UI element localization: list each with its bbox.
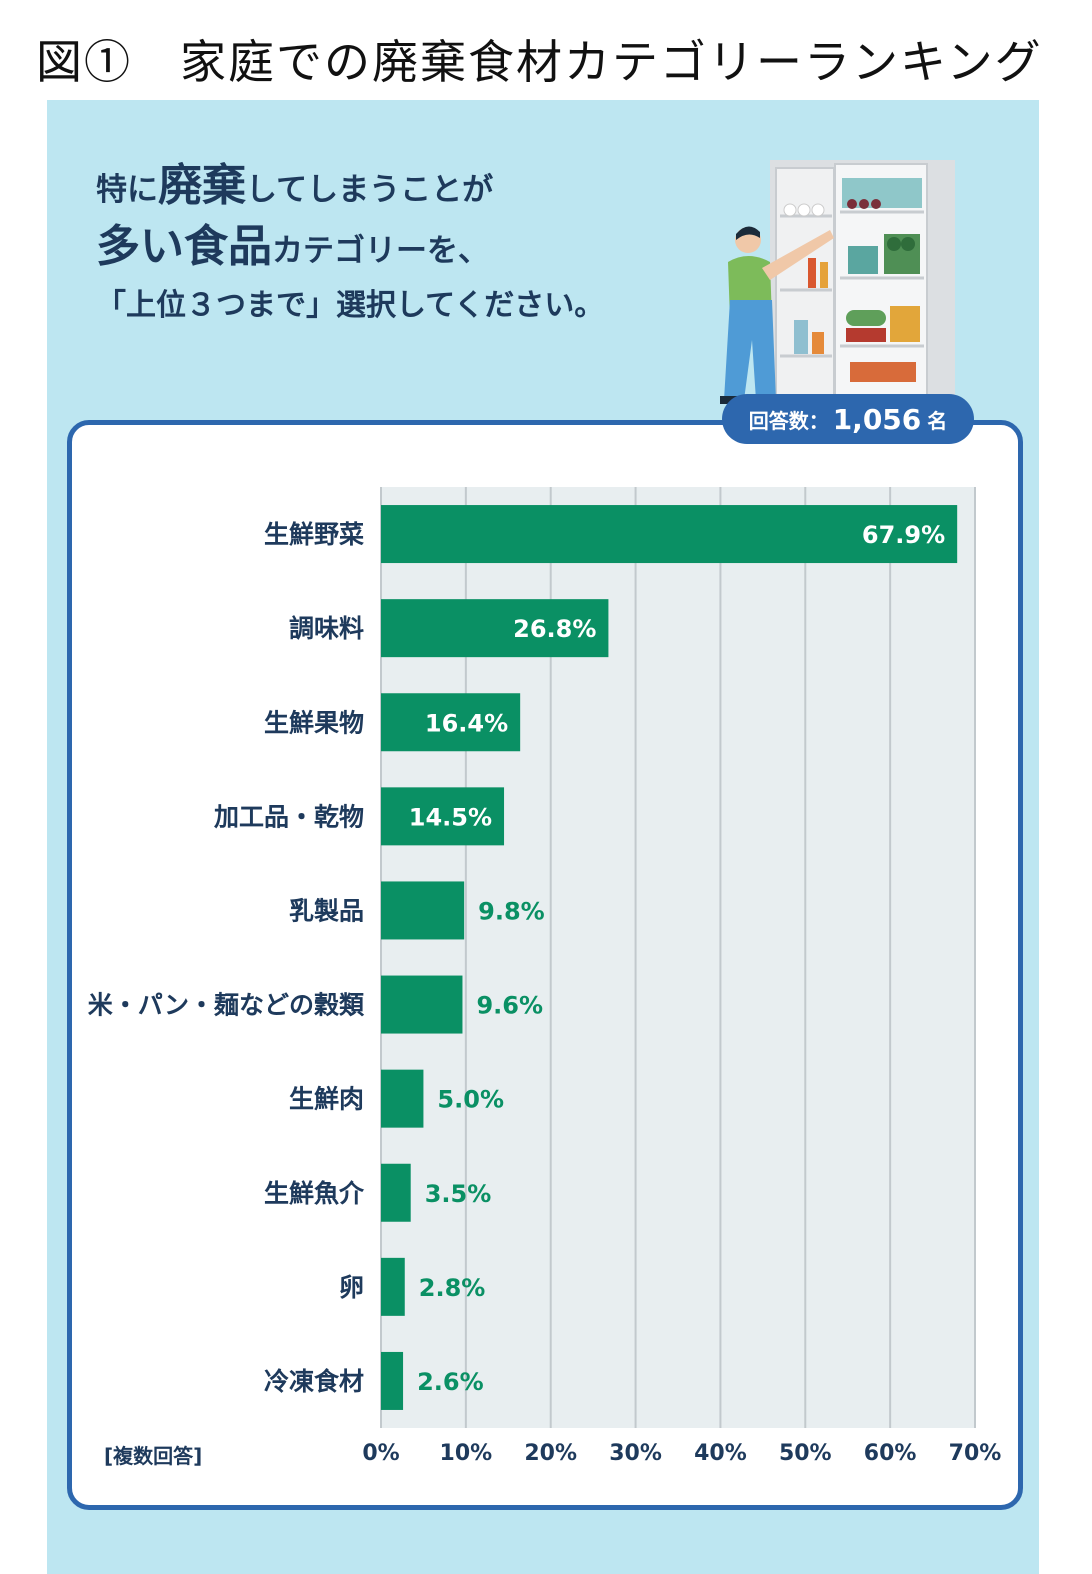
category-label: 生鮮野菜 (264, 520, 364, 549)
bar (381, 693, 521, 752)
bar (381, 599, 609, 658)
x-tick-label: 10% (440, 1441, 493, 1466)
x-tick-label: 40% (694, 1441, 747, 1466)
bar (381, 1163, 411, 1222)
respondent-count-value: 1,056 (832, 402, 922, 436)
category-label: 米・パン・麺などの穀類 (88, 991, 365, 1020)
survey-question: 特に廃棄してしまうことが 多い食品カテゴリーを、 「上位３つまで」選択してくださ… (96, 160, 716, 324)
data-label: 67.9% (862, 521, 945, 549)
question-line2-emphasis: 多い食品 (96, 220, 272, 272)
category-label: 生鮮果物 (264, 708, 364, 737)
data-label: 16.4% (425, 709, 508, 737)
bar (381, 505, 958, 564)
bar (381, 881, 465, 940)
question-line1-post: してしまうことが (246, 172, 494, 208)
category-label: 冷凍食材 (264, 1367, 364, 1396)
x-tick-label: 50% (779, 1441, 832, 1466)
category-label: 調味料 (289, 614, 364, 643)
category-label: 生鮮魚介 (264, 1179, 365, 1208)
category-label: 生鮮肉 (289, 1085, 364, 1114)
respondent-count-unit: 名 (927, 408, 948, 433)
data-label: 2.8% (419, 1274, 486, 1302)
bar (381, 1351, 404, 1410)
bar (381, 1069, 424, 1128)
data-label: 14.5% (409, 803, 492, 831)
data-label: 9.6% (476, 992, 543, 1020)
category-label: 乳製品 (289, 896, 364, 925)
bar (381, 975, 463, 1034)
data-label: 9.8% (478, 897, 545, 925)
bar (381, 1257, 405, 1316)
data-label: 5.0% (437, 1086, 504, 1114)
question-line3: 「上位３つまで」選択してください。 (96, 287, 605, 323)
question-line1-emphasis: 廃棄 (158, 160, 246, 211)
bar (381, 787, 505, 846)
data-label: 26.8% (513, 615, 596, 643)
category-label: 加工品・乾物 (213, 802, 364, 831)
figure-title: 図① 家庭での廃棄食材カテゴリーランキング (36, 35, 1043, 89)
x-tick-label: 70% (949, 1441, 1002, 1466)
question-line2-post: カテゴリーを、 (272, 232, 489, 269)
respondent-count-label: 回答数： (748, 408, 829, 433)
x-tick-label: 60% (864, 1441, 917, 1466)
x-tick-label: 30% (609, 1441, 662, 1466)
category-label: 卵 (339, 1273, 364, 1302)
respondent-count-badge: 回答数： 1,056 名 (722, 394, 974, 444)
multiple-answer-note: [複数回答] (104, 1444, 203, 1468)
fridge-illustration-icon (720, 160, 955, 404)
x-tick-label: 20% (524, 1441, 577, 1466)
x-tick-label: 0% (362, 1441, 399, 1466)
data-label: 2.6% (417, 1368, 484, 1396)
question-line1-pre: 特に (96, 172, 158, 208)
data-label: 3.5% (425, 1180, 492, 1208)
